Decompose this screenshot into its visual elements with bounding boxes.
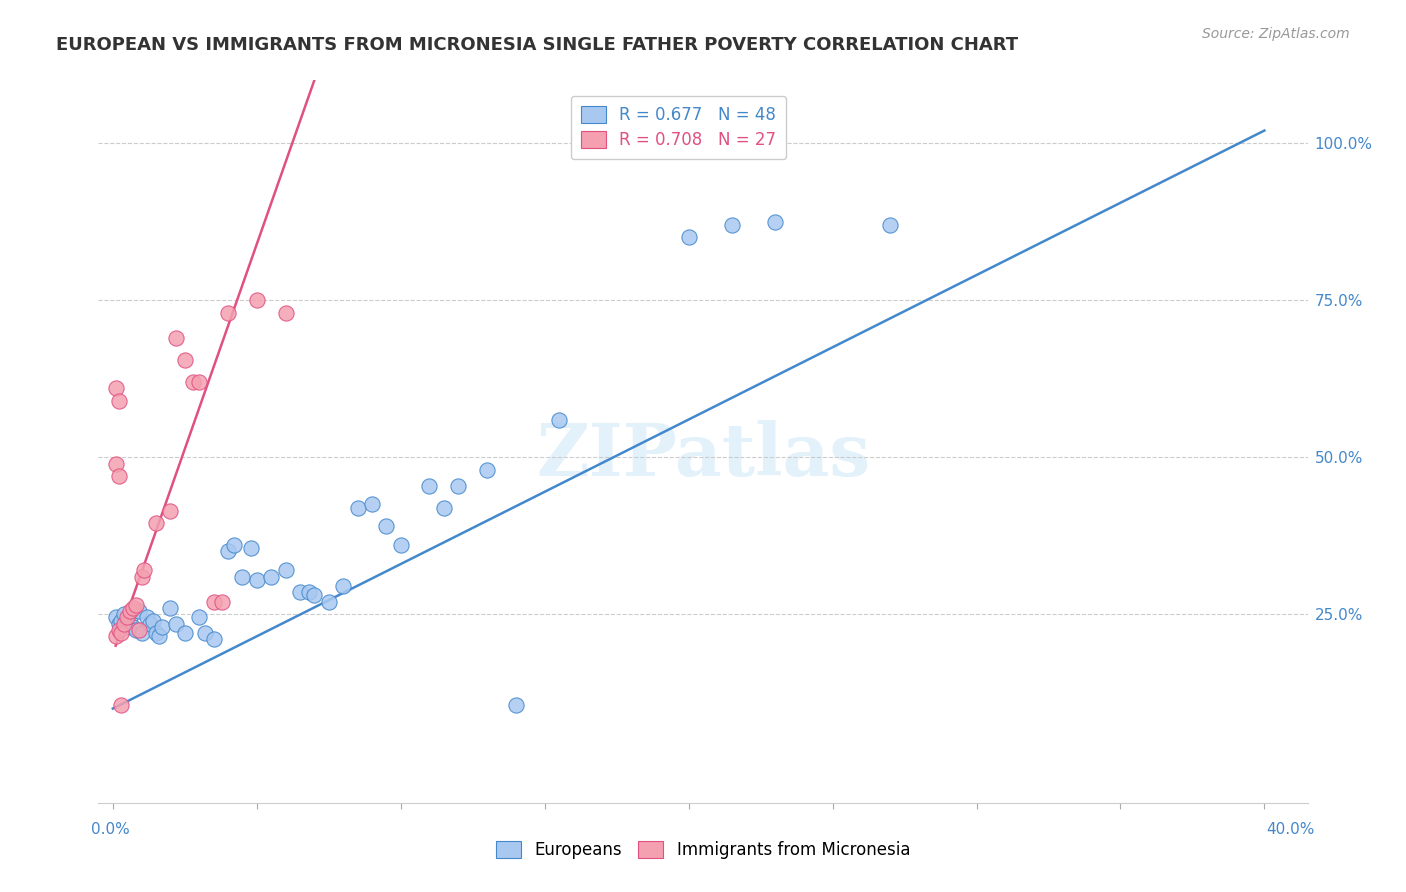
Point [173,352,195,367]
Point [202,632,225,647]
Point [159,601,181,615]
Point [131,569,153,583]
Point [159,503,181,517]
Point [288,585,311,599]
Text: Source: ZipAtlas.com: Source: ZipAtlas.com [1202,27,1350,41]
Point [389,538,412,552]
Point [115,610,138,624]
Point [217,306,239,320]
Point [112,616,135,631]
Point [104,629,127,643]
Point [107,469,129,483]
Point [188,610,211,624]
Point [145,516,167,531]
Point [202,595,225,609]
Point [274,306,297,320]
Point [128,604,150,618]
Point [104,610,127,624]
Point [120,604,142,618]
Point [188,375,211,389]
Point [222,538,245,552]
Point [104,457,127,471]
Point [194,626,217,640]
Point [107,393,129,408]
Point [107,623,129,637]
Point [260,569,283,583]
Point [475,463,498,477]
Point [173,626,195,640]
Point [375,519,398,533]
Point [211,595,233,609]
Point [122,601,145,615]
Point [150,620,173,634]
Text: 40.0%: 40.0% [1267,822,1315,837]
Point [139,616,162,631]
Point [183,375,205,389]
Point [165,331,187,345]
Point [763,214,786,228]
Point [240,541,263,556]
Point [304,589,326,603]
Point [107,616,129,631]
Point [346,500,368,515]
Point [110,698,132,713]
Point [134,563,156,577]
Point [136,610,159,624]
Point [505,698,527,713]
Point [125,598,148,612]
Point [433,500,456,515]
Legend: R = 0.677   N = 48, R = 0.708   N = 27: R = 0.677 N = 48, R = 0.708 N = 27 [571,95,786,159]
Text: EUROPEAN VS IMMIGRANTS FROM MICRONESIA SINGLE FATHER POVERTY CORRELATION CHART: EUROPEAN VS IMMIGRANTS FROM MICRONESIA S… [56,36,1018,54]
Point [142,614,165,628]
Point [246,573,269,587]
Point [678,230,700,244]
Point [332,579,354,593]
Point [145,626,167,640]
Point [231,569,253,583]
Point [128,623,150,637]
Point [112,607,135,622]
Point [297,585,319,599]
Point [418,478,440,492]
Point [104,381,127,395]
Point [361,497,384,511]
Point [274,563,297,577]
Point [165,616,187,631]
Point [148,629,170,643]
Point [110,626,132,640]
Point [120,610,142,624]
Point [318,595,340,609]
Point [110,614,132,628]
Point [447,478,470,492]
Point [548,412,571,426]
Point [131,626,153,640]
Legend: Europeans, Immigrants from Micronesia: Europeans, Immigrants from Micronesia [489,834,917,866]
Text: ZIPatlas: ZIPatlas [536,420,870,491]
Point [125,623,148,637]
Point [246,293,269,308]
Point [720,218,742,232]
Point [879,218,901,232]
Text: 0.0%: 0.0% [91,822,131,837]
Point [217,544,239,558]
Point [122,620,145,634]
Point [115,620,138,634]
